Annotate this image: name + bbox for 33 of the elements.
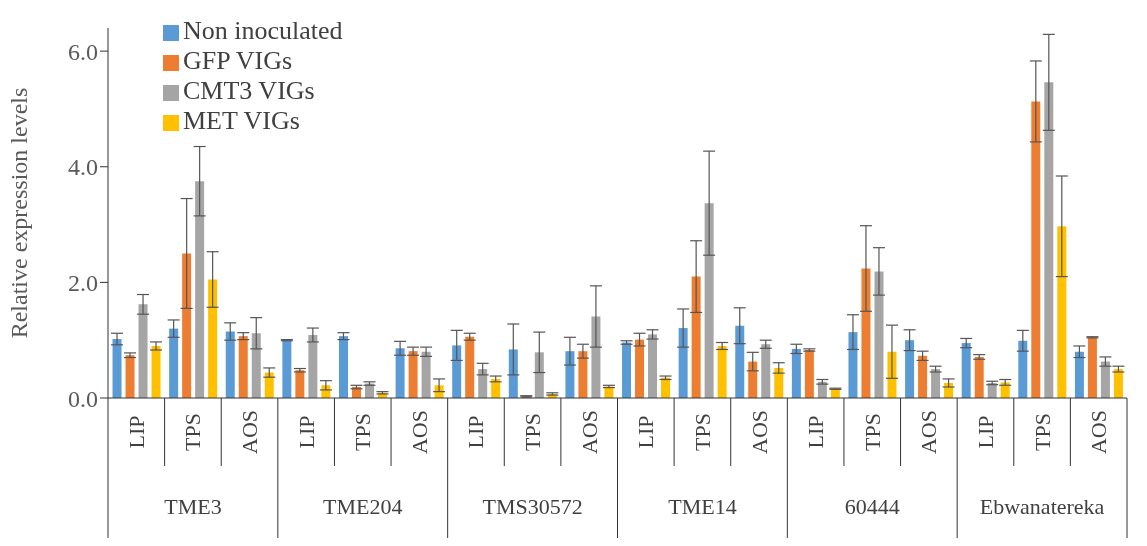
legend-label: Non inoculated bbox=[183, 16, 343, 45]
text: TME3 bbox=[164, 494, 222, 519]
y-tick-label: 0.0 bbox=[68, 385, 98, 412]
x-tick-label: AOS bbox=[1086, 409, 1112, 455]
x-tick-label: TPS bbox=[689, 413, 715, 451]
legend-label: GFP VIGs bbox=[183, 46, 293, 75]
x-tick-label: LIP bbox=[972, 415, 998, 449]
y-tick-label: 6.0 bbox=[68, 38, 98, 65]
text: TME14 bbox=[668, 494, 737, 519]
legend-label: CMT3 VIGs bbox=[183, 76, 315, 105]
text: Ebwanatereka bbox=[979, 494, 1105, 519]
x-tick-label: LIP bbox=[803, 415, 829, 449]
x-tick-label: TPS bbox=[350, 413, 376, 451]
x-tick-label: AOS bbox=[237, 409, 263, 455]
x-tick-label: LIP bbox=[123, 415, 149, 449]
y-axis-title: Relative expression levels bbox=[5, 87, 32, 339]
x-tick-label: LIP bbox=[293, 415, 319, 449]
y-tick-label: 4.0 bbox=[68, 154, 98, 181]
x-tick-label: AOS bbox=[406, 409, 432, 455]
x-tick-label: TPS bbox=[859, 413, 885, 451]
x-tick-label: TPS bbox=[180, 413, 206, 451]
x-tick-label: AOS bbox=[916, 409, 942, 455]
x-tick-label: LIP bbox=[463, 415, 489, 449]
x-tick-label: TPS bbox=[520, 413, 546, 451]
legend-label: MET VIGs bbox=[183, 106, 300, 135]
x-tick-label: AOS bbox=[746, 409, 772, 455]
x-tick-label: TPS bbox=[1029, 413, 1055, 451]
text: TME204 bbox=[323, 494, 403, 519]
x-tick-label: AOS bbox=[576, 409, 602, 455]
x-tick-label: LIP bbox=[633, 415, 659, 449]
text: 60444 bbox=[844, 494, 900, 519]
y-tick-label: 2.0 bbox=[68, 269, 98, 296]
text: TMS30572 bbox=[482, 494, 583, 519]
